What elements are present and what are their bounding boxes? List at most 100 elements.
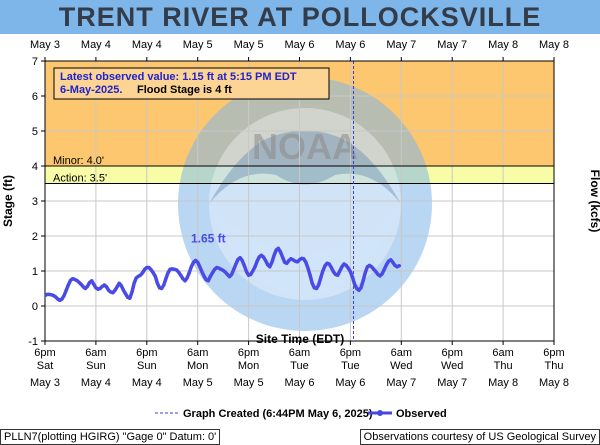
observed-point [206, 279, 210, 283]
bottom-date-label: May 6 [335, 377, 365, 389]
observed-point [272, 253, 276, 257]
observed-point [276, 246, 280, 250]
observed-point [285, 261, 289, 265]
observed-point [359, 286, 363, 290]
observed-point [249, 272, 253, 277]
observed-point [225, 272, 229, 277]
x-tick-time-label: 6pm [340, 347, 361, 359]
observed-point [338, 269, 342, 273]
x-tick-time-label: 6pm [441, 347, 462, 359]
observed-point [81, 285, 85, 289]
observed-point [319, 276, 323, 280]
observed-point [308, 273, 312, 277]
svg-text:NOAA: NOAA [252, 126, 358, 167]
observed-point [193, 258, 198, 263]
y-tick-label: 4 [32, 161, 38, 173]
observed-point [314, 286, 319, 291]
x-tick-time-label: 6am [289, 347, 310, 359]
observed-point [323, 264, 327, 268]
observed-point [130, 290, 134, 294]
x-tick-time-label: 6am [85, 347, 106, 359]
latest-observation-box [53, 67, 330, 100]
observed-point [230, 272, 234, 277]
bottom-date-label: May 4 [81, 377, 111, 389]
observed-point [236, 257, 240, 262]
y-tick-label: 2 [32, 231, 38, 243]
observed-point [378, 274, 382, 278]
observed-point [374, 270, 378, 274]
observed-point [174, 268, 179, 272]
observed-point [382, 267, 386, 271]
legend-observed-label: Observed [396, 408, 447, 420]
latest-observation-date: 6-May-2025. [60, 84, 122, 96]
observed-point [189, 265, 193, 269]
observed-point [77, 280, 81, 284]
observed-point [240, 258, 244, 263]
gage-datum-footer: PLLN7(plotting HGIRG) "Gage 0" Datum: 0' [0, 429, 221, 445]
noaa-watermark-logo: NOAA [178, 77, 432, 331]
observed-point [200, 270, 204, 274]
observed-point [191, 260, 196, 264]
observed-point [329, 265, 333, 270]
observed-point [238, 256, 242, 260]
observed-point [117, 281, 121, 285]
observed-point [68, 278, 73, 283]
y-axis-title: Stage (ft) [1, 175, 15, 227]
observed-point [60, 297, 64, 301]
top-date-label: May 8 [539, 39, 569, 51]
observed-point [391, 260, 395, 264]
top-date-label: May 3 [30, 39, 60, 51]
observed-point [66, 283, 70, 287]
chart-title: TRENT RIVER AT POLLOCKSVILLE [58, 2, 542, 32]
observed-point [213, 267, 217, 271]
observed-point [221, 268, 225, 272]
observed-point [327, 262, 331, 266]
y-tick-label: 1 [32, 266, 38, 278]
y-tick-label: 6 [32, 91, 38, 103]
observed-point [107, 288, 111, 292]
observed-point [123, 292, 128, 296]
source-credit-text: Observations courtesy of US Geological S… [363, 431, 596, 443]
observed-point [115, 285, 119, 289]
bottom-date-label: May 3 [30, 377, 60, 389]
observed-point [98, 286, 102, 291]
x-tick-day-label: Wed [390, 360, 412, 372]
legend-observed-marker [377, 410, 383, 416]
bottom-date-label: May 5 [234, 377, 264, 389]
observed-point [62, 293, 66, 298]
observed-point [353, 282, 357, 286]
x-tick-day-label: Sun [137, 360, 157, 372]
y-tick-label: -1 [28, 336, 38, 348]
x-tick-day-label: Thu [545, 360, 564, 372]
observed-point [162, 283, 166, 287]
bottom-date-label: May 7 [437, 377, 467, 389]
observed-point [306, 266, 310, 270]
observed-point [183, 279, 187, 283]
observed-point [223, 270, 227, 274]
top-date-label: May 4 [132, 39, 162, 51]
observed-point [104, 285, 109, 289]
observed-point [102, 283, 106, 287]
y-axis-title-right: Flow (kcfs) [588, 170, 600, 233]
y-tick-label: 0 [32, 301, 38, 313]
observed-point [344, 263, 348, 267]
x-tick-day-label: Sat [37, 360, 54, 372]
top-date-label: May 5 [183, 39, 213, 51]
observed-point [304, 260, 308, 264]
peak-value-label: 1.65 ft [191, 231, 226, 245]
observed-point [346, 266, 350, 270]
observed-point [266, 263, 270, 267]
observed-point [372, 267, 376, 271]
minor-flood-label: Minor: 4.0' [53, 155, 104, 167]
top-date-label: May 7 [437, 39, 467, 51]
x-tick-time-label: 6pm [136, 347, 157, 359]
top-date-label: May 7 [386, 39, 416, 51]
x-tick-day-label: Sun [86, 360, 106, 372]
observed-point [87, 280, 92, 285]
flood-stage-text: Flood Stage is 4 ft [137, 84, 232, 96]
observed-point [198, 265, 202, 269]
y-tick-label: 7 [32, 56, 38, 68]
observed-point [54, 295, 58, 299]
observed-point [253, 265, 257, 269]
observed-point [147, 265, 151, 270]
